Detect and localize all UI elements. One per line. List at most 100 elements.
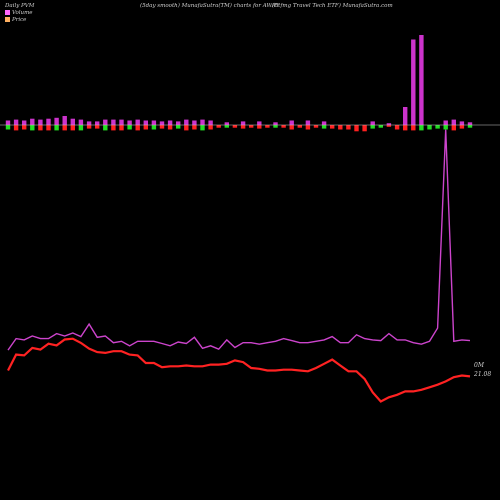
header-center: (5day smooth) MunafaSutra(TM) charts for… bbox=[140, 3, 280, 9]
pvm-bar bbox=[330, 125, 335, 129]
pvm-bar bbox=[403, 107, 408, 125]
pvm-bar bbox=[297, 125, 302, 128]
pvm-bar-lower bbox=[289, 125, 294, 130]
pvm-bar bbox=[249, 125, 254, 128]
pvm-bar bbox=[127, 120, 132, 125]
pvm-bar-lower bbox=[224, 125, 229, 128]
pvm-bar-lower bbox=[419, 125, 424, 131]
pvm-bar-lower bbox=[200, 125, 205, 131]
pvm-bar bbox=[386, 123, 392, 125]
legend-volume: Volume bbox=[5, 10, 33, 16]
pvm-bar bbox=[240, 121, 246, 125]
pvm-bar bbox=[167, 120, 173, 125]
price-line bbox=[7, 337, 471, 403]
pvm-bar bbox=[257, 121, 262, 125]
pvm-bar bbox=[208, 120, 213, 125]
pvm-bar-lower bbox=[443, 125, 448, 130]
pvm-bar-lower bbox=[411, 125, 416, 131]
pvm-bar bbox=[192, 120, 197, 125]
pvm-bar-lower bbox=[127, 125, 132, 130]
pvm-bar bbox=[281, 125, 286, 128]
pvm-bar bbox=[443, 120, 448, 125]
pvm-bar-lower bbox=[167, 125, 173, 130]
legend-volume-label: Volume bbox=[12, 10, 33, 16]
pvm-bar bbox=[435, 125, 440, 129]
pvm-bar bbox=[346, 125, 351, 130]
pvm-bar-lower bbox=[151, 125, 157, 130]
pvm-bar bbox=[370, 121, 375, 125]
pvm-bar-lower bbox=[451, 125, 456, 131]
pvm-bar-lower bbox=[143, 125, 148, 130]
pvm-bar-lower bbox=[70, 125, 75, 131]
pvm-bar-lower bbox=[13, 125, 19, 131]
legend-price-label: Price bbox=[12, 17, 27, 23]
pvm-bar-lower bbox=[403, 125, 408, 131]
pvm-bar bbox=[354, 125, 359, 132]
pvm-bar bbox=[216, 125, 221, 128]
pvm-bar-lower bbox=[257, 125, 262, 129]
pvm-bar bbox=[54, 117, 59, 125]
pvm-bar bbox=[46, 118, 51, 125]
pvm-bar bbox=[224, 122, 229, 125]
pvm-bar bbox=[151, 120, 157, 125]
pvm-bar-lower bbox=[208, 125, 213, 130]
pvm-bar bbox=[95, 121, 100, 125]
pvm-bar bbox=[200, 119, 205, 125]
pvm-bar-lower bbox=[305, 125, 311, 130]
pvm-bar-lower bbox=[78, 125, 84, 131]
pvm-bar bbox=[265, 125, 270, 128]
pvm-bar bbox=[13, 119, 19, 125]
pvm-bar bbox=[159, 121, 165, 125]
pvm-bar bbox=[338, 125, 343, 130]
pvm-bar bbox=[232, 125, 238, 128]
pvm-bar bbox=[289, 120, 294, 125]
pvm-bar bbox=[378, 125, 383, 128]
pvm-bar bbox=[103, 119, 108, 125]
pvm-bar bbox=[30, 118, 35, 125]
pvm-bar-lower bbox=[273, 125, 278, 128]
pvm-bar-lower bbox=[135, 125, 140, 131]
pvm-bar-lower bbox=[159, 125, 165, 129]
volume-line bbox=[7, 129, 471, 351]
pvm-bar bbox=[313, 125, 319, 128]
pvm-bar-lower bbox=[111, 125, 116, 131]
pvm-bar bbox=[111, 119, 116, 125]
pvm-bar-lower bbox=[176, 125, 181, 129]
legend-price-swatch bbox=[5, 17, 10, 22]
pvm-bar bbox=[411, 39, 416, 125]
pvm-bar bbox=[273, 122, 278, 125]
pvm-bar-lower bbox=[86, 125, 92, 129]
pvm-bar-lower bbox=[62, 125, 67, 131]
pvm-bar-lower bbox=[192, 125, 197, 130]
pvm-bar bbox=[5, 120, 11, 125]
pvm-bar bbox=[362, 125, 367, 132]
pvm-bar bbox=[119, 119, 124, 125]
pvm-bar bbox=[86, 121, 92, 125]
volume-end-label: 0M bbox=[474, 362, 485, 369]
pvm-bar-lower bbox=[240, 125, 246, 129]
pvm-bar-lower bbox=[184, 125, 189, 131]
pvm-bar-lower bbox=[103, 125, 108, 131]
price-end-label: 21.08 bbox=[473, 371, 491, 378]
pvm-bar-lower bbox=[22, 125, 27, 130]
pvm-bar bbox=[394, 125, 400, 130]
pvm-bar bbox=[305, 120, 311, 125]
pvm-bar-lower bbox=[46, 125, 51, 131]
pvm-bar bbox=[70, 118, 75, 125]
pvm-bar bbox=[459, 121, 465, 125]
pvm-bar bbox=[143, 120, 148, 125]
pvm-bar-lower bbox=[119, 125, 124, 131]
pvm-bar bbox=[176, 121, 181, 125]
header-right: (Etfmg Travel Tech ETF) MunafaSutra.com bbox=[272, 3, 393, 9]
pvm-bar-lower bbox=[386, 125, 392, 127]
pvm-bar bbox=[419, 35, 424, 125]
pvm-bar-lower bbox=[95, 125, 100, 129]
pvm-bar-lower bbox=[321, 125, 327, 129]
pvm-bar bbox=[62, 116, 67, 125]
pvm-bar-lower bbox=[459, 125, 465, 129]
pvm-bar-lower bbox=[5, 125, 11, 130]
legend-price: Price bbox=[5, 17, 26, 23]
pvm-bar bbox=[184, 119, 189, 125]
